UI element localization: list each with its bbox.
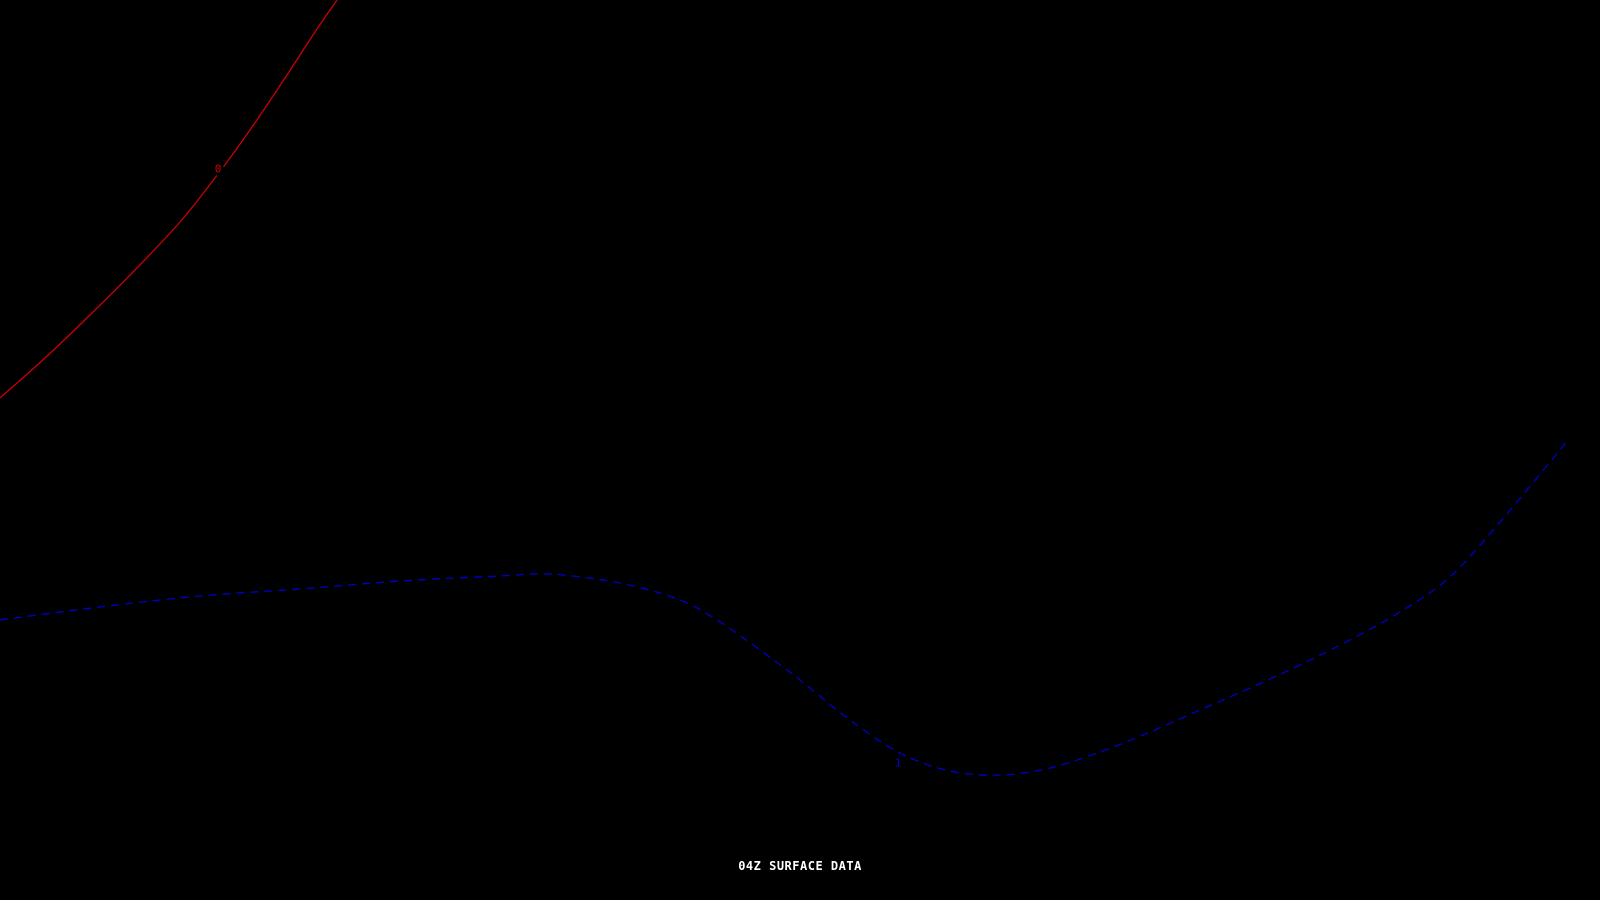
blue-contour-1-label: 1 [895, 757, 902, 770]
blue-contour-1-line [0, 439, 1569, 776]
red-contour-0-label: 0 [215, 163, 222, 176]
red-contour-0-line [0, 0, 338, 399]
chart-caption: 04Z SURFACE DATA [738, 859, 862, 873]
